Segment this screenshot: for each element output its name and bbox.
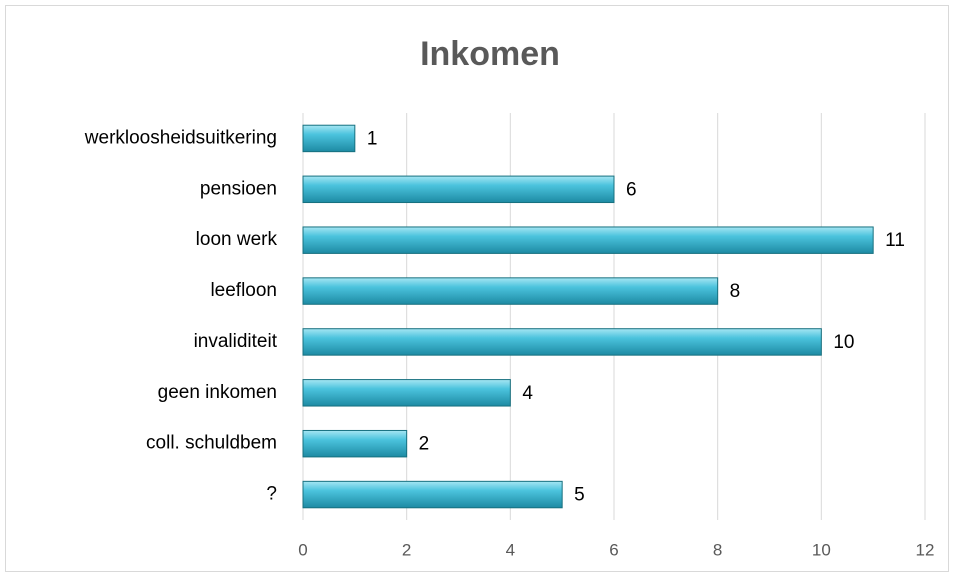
chart-title: Inkomen [420,35,560,73]
y-tick-label: ? [266,484,277,505]
bar [302,480,563,509]
y-tick-label: loon werk [196,229,278,250]
bar [302,379,511,407]
bar [302,328,822,356]
y-tick-label: coll. schuldbem [146,433,277,454]
y-tick-label: leefloon [210,280,277,301]
bar [302,277,719,305]
bar [302,226,874,254]
data-label: 6 [626,179,637,200]
x-tick-label: 2 [402,540,411,559]
y-tick-label: werkloosheidsuitkering [84,127,277,148]
data-label: 5 [574,485,585,506]
x-tick-label: 0 [298,540,307,559]
data-label: 11 [885,230,905,251]
y-tick-label: geen inkomen [158,382,277,403]
x-tick-label: 4 [506,540,515,559]
data-label: 2 [419,434,430,455]
x-tick-label: 12 [916,540,935,559]
data-label: 4 [522,383,533,404]
bar [302,124,356,153]
data-label: 10 [833,332,854,353]
data-label: 1 [367,128,378,149]
bar [302,175,615,204]
y-tick-label: pensioen [200,178,277,199]
x-tick-label: 8 [713,540,722,559]
data-label: 8 [730,281,741,302]
y-tick-label: invaliditeit [194,331,278,352]
bar [302,429,408,458]
x-tick-label: 10 [812,540,831,559]
x-tick-label: 6 [609,540,618,559]
